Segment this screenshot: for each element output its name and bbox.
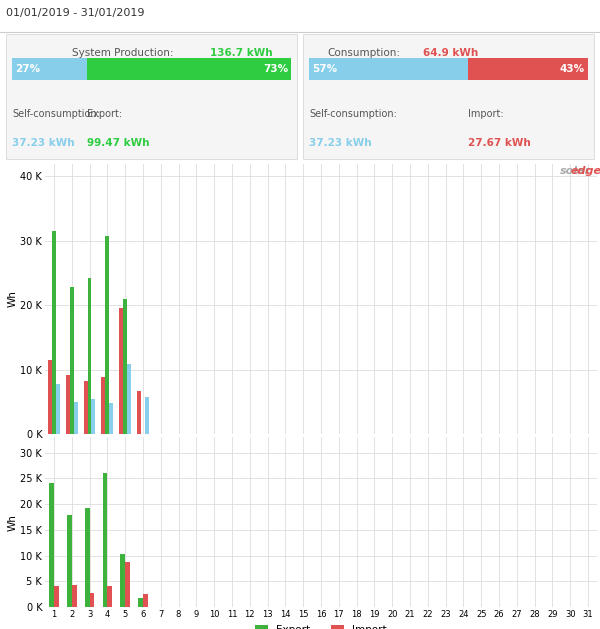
Bar	[143, 594, 148, 607]
Bar	[119, 308, 123, 434]
Bar	[54, 586, 59, 607]
Text: Self-consumption:: Self-consumption:	[12, 109, 100, 119]
Text: 37.23 kWh: 37.23 kWh	[309, 138, 371, 148]
Text: 27.67 kWh: 27.67 kWh	[468, 138, 531, 148]
Bar	[72, 586, 77, 607]
Text: Export:: Export:	[88, 109, 122, 119]
Text: 27%: 27%	[15, 64, 40, 74]
Text: 57%: 57%	[312, 64, 337, 74]
Y-axis label: Wh: Wh	[8, 291, 17, 307]
Text: Import:: Import:	[468, 109, 503, 119]
FancyBboxPatch shape	[303, 34, 594, 159]
Bar	[48, 360, 52, 434]
Text: 64.9 kWh: 64.9 kWh	[423, 48, 478, 58]
Bar	[127, 364, 131, 434]
Bar	[106, 236, 109, 434]
Bar	[107, 586, 112, 607]
Legend: Consumption, Solar Production, Self Consumption: Consumption, Solar Production, Self Cons…	[141, 456, 501, 475]
Text: 73%: 73%	[263, 64, 288, 74]
Bar	[52, 231, 56, 434]
Bar	[121, 555, 125, 607]
Bar	[56, 384, 60, 434]
Text: System Production:: System Production:	[72, 48, 173, 58]
Text: 01/01/2019 - 31/01/2019: 01/01/2019 - 31/01/2019	[6, 8, 145, 18]
Bar	[66, 375, 70, 434]
Text: Consumption:: Consumption:	[327, 48, 400, 58]
Bar	[137, 391, 141, 434]
Text: 37.23 kWh: 37.23 kWh	[12, 138, 74, 148]
Bar	[67, 515, 72, 607]
Bar	[91, 399, 95, 434]
Bar	[125, 562, 130, 607]
FancyBboxPatch shape	[6, 34, 297, 159]
Bar	[12, 58, 88, 80]
Bar	[89, 593, 94, 607]
Bar	[85, 508, 89, 607]
Bar	[49, 484, 54, 607]
Text: solar: solar	[560, 166, 592, 176]
Text: 136.7 kWh: 136.7 kWh	[210, 48, 272, 58]
Bar	[138, 598, 143, 607]
Bar	[123, 299, 127, 434]
Text: 43%: 43%	[560, 64, 585, 74]
Bar	[83, 381, 88, 434]
Y-axis label: Wh: Wh	[7, 514, 17, 530]
Bar	[74, 402, 77, 434]
Bar	[88, 58, 291, 80]
Bar	[109, 403, 113, 434]
Bar	[145, 398, 149, 434]
Bar	[70, 287, 74, 434]
Bar	[468, 58, 588, 80]
Text: 99.47 kWh: 99.47 kWh	[88, 138, 150, 148]
Text: Self-consumption:: Self-consumption:	[309, 109, 397, 119]
Bar	[88, 278, 91, 434]
Text: edge: edge	[570, 166, 600, 176]
Legend: Export, Import: Export, Import	[251, 621, 391, 629]
Bar	[103, 473, 107, 607]
Bar	[101, 377, 106, 434]
Bar	[309, 58, 468, 80]
